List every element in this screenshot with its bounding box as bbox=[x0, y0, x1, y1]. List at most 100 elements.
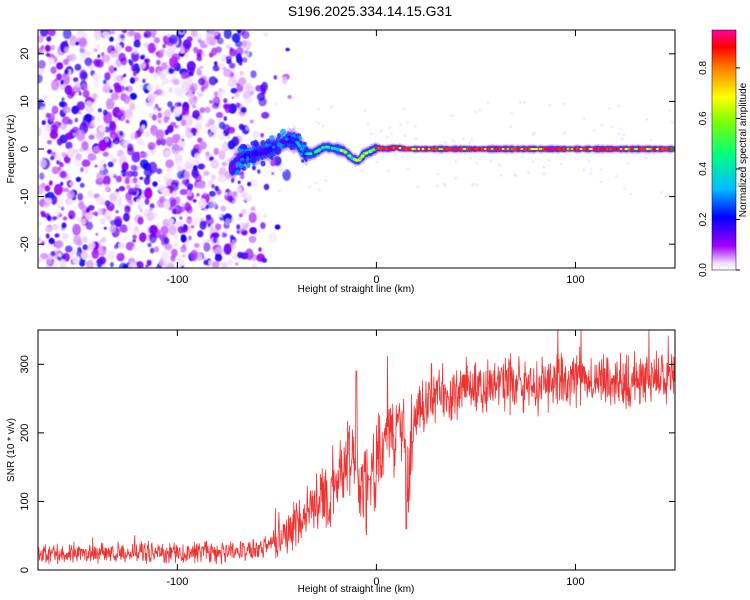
spectrogram-noise-blob bbox=[95, 59, 104, 68]
spectrogram-noise-blob bbox=[56, 160, 60, 165]
spectrogram-noise-blob bbox=[40, 30, 49, 37]
spectrogram-noise-blob bbox=[174, 153, 183, 161]
spectrogram-noise-blob bbox=[181, 254, 186, 258]
spectrogram-noise-blob bbox=[127, 143, 134, 152]
spectrogram-noise-blob bbox=[69, 181, 74, 187]
spectrogram-noise-blob bbox=[38, 34, 44, 43]
snr-plot-area bbox=[38, 330, 675, 570]
spectrogram-noise-blob bbox=[156, 168, 163, 175]
spectrogram-noise-blob bbox=[230, 87, 238, 94]
spectrogram-speckle bbox=[450, 114, 454, 117]
spectrogram-noise-blob bbox=[240, 222, 244, 226]
spectrogram-speckle bbox=[542, 166, 546, 169]
spectrogram-noise-blob bbox=[282, 169, 291, 181]
spectrogram-noise-blob bbox=[63, 46, 70, 53]
spectrogram-noise-blob bbox=[132, 246, 138, 251]
spectrogram-noise-blob bbox=[115, 210, 119, 214]
spectrogram-noise-blob bbox=[138, 201, 144, 209]
spectrogram-speckle bbox=[500, 174, 503, 177]
spectrogram-noise-blob bbox=[131, 151, 141, 163]
onset-blob bbox=[235, 169, 241, 176]
spectrogram-noise-blob bbox=[132, 71, 137, 77]
carrier-core bbox=[354, 158, 359, 162]
spectrogram-noise-blob bbox=[199, 65, 204, 69]
spectrogram-noise-blob bbox=[65, 245, 73, 253]
spectrogram-noise-blob bbox=[62, 58, 69, 66]
spectrogram-noise-blob bbox=[95, 232, 99, 236]
spectrogram-noise-blob bbox=[98, 139, 108, 152]
spectrogram-noise-blob bbox=[187, 183, 194, 190]
spectrogram-speckle bbox=[589, 167, 593, 170]
spectrogram-noise-blob bbox=[212, 232, 220, 239]
spectrogram-noise-blob bbox=[73, 234, 81, 246]
spectrogram-noise-blob bbox=[81, 159, 91, 167]
spectrogram-noise-blob bbox=[107, 161, 114, 168]
spectrogram-noise-blob bbox=[238, 77, 247, 86]
spectrogram-noise-blob bbox=[95, 196, 105, 206]
spectrogram-speckle bbox=[629, 192, 632, 195]
spectrogram-noise-blob bbox=[179, 45, 185, 51]
spectrogram-noise-blob bbox=[227, 195, 234, 203]
carrier-accent bbox=[624, 147, 628, 151]
spectrogram-noise-blob bbox=[154, 93, 158, 98]
spectrogram-noise-blob bbox=[72, 255, 81, 265]
spectrogram-noise-blob bbox=[45, 226, 53, 233]
spectrogram-noise-blob bbox=[125, 119, 130, 124]
spectrogram-noise-blob bbox=[112, 158, 117, 164]
onset-blob bbox=[256, 147, 264, 153]
spectrogram-noise-blob bbox=[132, 170, 138, 177]
spectrogram-noise-blob bbox=[66, 190, 75, 200]
spectrogram-speckle bbox=[668, 109, 672, 112]
spectrogram-noise-blob bbox=[230, 177, 235, 182]
spectrogram-noise-blob bbox=[138, 61, 146, 70]
onset-blob bbox=[238, 162, 245, 168]
onset-blob bbox=[270, 155, 274, 161]
spectrogram-speckle bbox=[308, 186, 311, 189]
spectrogram-noise-blob bbox=[124, 171, 131, 180]
spectrogram-noise-blob bbox=[179, 216, 183, 221]
spectrogram-noise-blob bbox=[114, 44, 122, 52]
spectrogram-noise-blob bbox=[242, 49, 250, 58]
spectrogram-noise-blob bbox=[215, 111, 224, 119]
spectrogram-speckle bbox=[317, 108, 320, 111]
spectrogram-noise-blob bbox=[155, 129, 164, 141]
spectrogram-noise-blob bbox=[119, 34, 125, 39]
spectrogram-noise-blob bbox=[136, 198, 141, 203]
onset-blob bbox=[300, 152, 304, 156]
spectrogram-noise-blob bbox=[192, 199, 197, 203]
spectrogram-noise-blob bbox=[246, 85, 255, 97]
spectrogram-noise-blob bbox=[117, 115, 122, 120]
spectrogram-noise-blob bbox=[147, 84, 154, 91]
spectrogram-speckle bbox=[593, 129, 596, 132]
spectrogram-noise-blob bbox=[241, 208, 247, 215]
onset-blob bbox=[304, 147, 309, 151]
carrier-accent bbox=[438, 147, 441, 151]
spectrogram-noise-blob bbox=[262, 32, 269, 37]
carrier-accent bbox=[463, 147, 467, 151]
spectrogram-noise-blob bbox=[235, 102, 241, 108]
spectrogram-y-tick-label: 20 bbox=[19, 48, 31, 60]
spectrogram-noise-blob bbox=[273, 75, 277, 80]
spectrogram-noise-blob bbox=[119, 131, 124, 137]
spectrogram-speckle bbox=[497, 163, 501, 166]
spectrogram-noise-blob bbox=[46, 215, 52, 222]
spectrogram-noise-blob bbox=[64, 187, 70, 193]
onset-blob bbox=[272, 145, 276, 149]
carrier-core bbox=[333, 147, 338, 151]
spectrogram-noise-blob bbox=[236, 224, 241, 230]
spectrogram-noise-blob bbox=[228, 62, 236, 69]
spectrogram-noise-blob bbox=[74, 117, 79, 123]
spectrogram-noise-blob bbox=[83, 168, 89, 174]
spectrogram-noise-blob bbox=[61, 163, 65, 168]
spectrogram-noise-blob bbox=[69, 53, 77, 62]
spectrogram-noise-blob bbox=[56, 138, 63, 146]
spectrogram-speckle bbox=[582, 168, 586, 172]
carrier-accent bbox=[579, 147, 583, 151]
spectrogram-noise-blob bbox=[242, 224, 248, 231]
spectrogram-noise-blob bbox=[218, 121, 226, 130]
spectrogram-noise-blob bbox=[234, 92, 240, 98]
spectrogram-noise-blob bbox=[193, 46, 199, 54]
spectrogram-noise-blob bbox=[133, 39, 141, 48]
spectrogram-speckle bbox=[527, 171, 530, 174]
spectrogram-noise-blob bbox=[118, 242, 125, 250]
